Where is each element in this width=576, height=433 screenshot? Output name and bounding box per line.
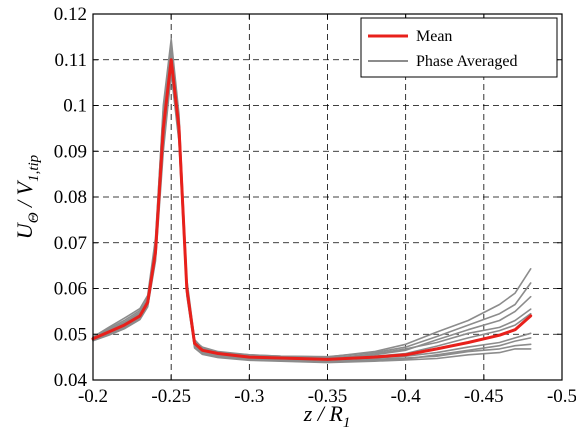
legend-label-phase-averaged: Phase Averaged xyxy=(416,53,517,70)
x-axis-label-main: z / R xyxy=(303,401,344,426)
legend: Mean Phase Averaged xyxy=(360,17,558,78)
x-axis-label: z / R1 xyxy=(303,401,351,431)
series-line-phase-averaged xyxy=(92,70,532,363)
y-tick-label: 0.04 xyxy=(54,370,88,391)
x-axis-label-subscript: 1 xyxy=(343,415,351,431)
tick-labels: -0.2 -0.25 -0.3 -0.35 -0.4 -0.45 -0.5 0.04 0.05 0… xyxy=(54,4,576,407)
y-axis-label-subscript: Θ xyxy=(26,212,42,223)
y-axis-label-mid: / V xyxy=(12,179,37,212)
y-tick-label: 0.11 xyxy=(54,50,87,71)
x-tick-label: -0.5 xyxy=(547,386,576,407)
x-tick-label: -0.3 xyxy=(234,386,264,407)
ticks xyxy=(92,13,563,381)
x-tick-label: -0.25 xyxy=(151,386,191,407)
series-line-phase-averaged xyxy=(92,42,532,358)
y-tick-label: 0.08 xyxy=(54,187,87,208)
y-tick-label: 0.12 xyxy=(54,4,87,25)
x-tick-label: -0.2 xyxy=(78,386,108,407)
x-tick-label: -0.35 xyxy=(308,386,348,407)
y-tick-label: 0.06 xyxy=(54,279,87,300)
y-axis-label-subscript-2: 1,tip xyxy=(26,154,42,182)
y-tick-label: 0.07 xyxy=(54,233,87,254)
series-line-mean xyxy=(91,58,533,361)
y-tick-label: 0.09 xyxy=(54,141,87,162)
y-axis-label-main: U xyxy=(12,221,37,239)
x-tick-label: -0.45 xyxy=(464,386,504,407)
y-tick-label: 0.05 xyxy=(54,324,87,345)
series-group xyxy=(91,38,533,364)
legend-box xyxy=(360,17,558,78)
legend-label-mean: Mean xyxy=(416,28,452,45)
y-axis-label: UΘ / V1,tip xyxy=(12,154,42,239)
y-tick-label: 0.1 xyxy=(63,96,87,117)
x-tick-label: -0.4 xyxy=(391,386,422,407)
